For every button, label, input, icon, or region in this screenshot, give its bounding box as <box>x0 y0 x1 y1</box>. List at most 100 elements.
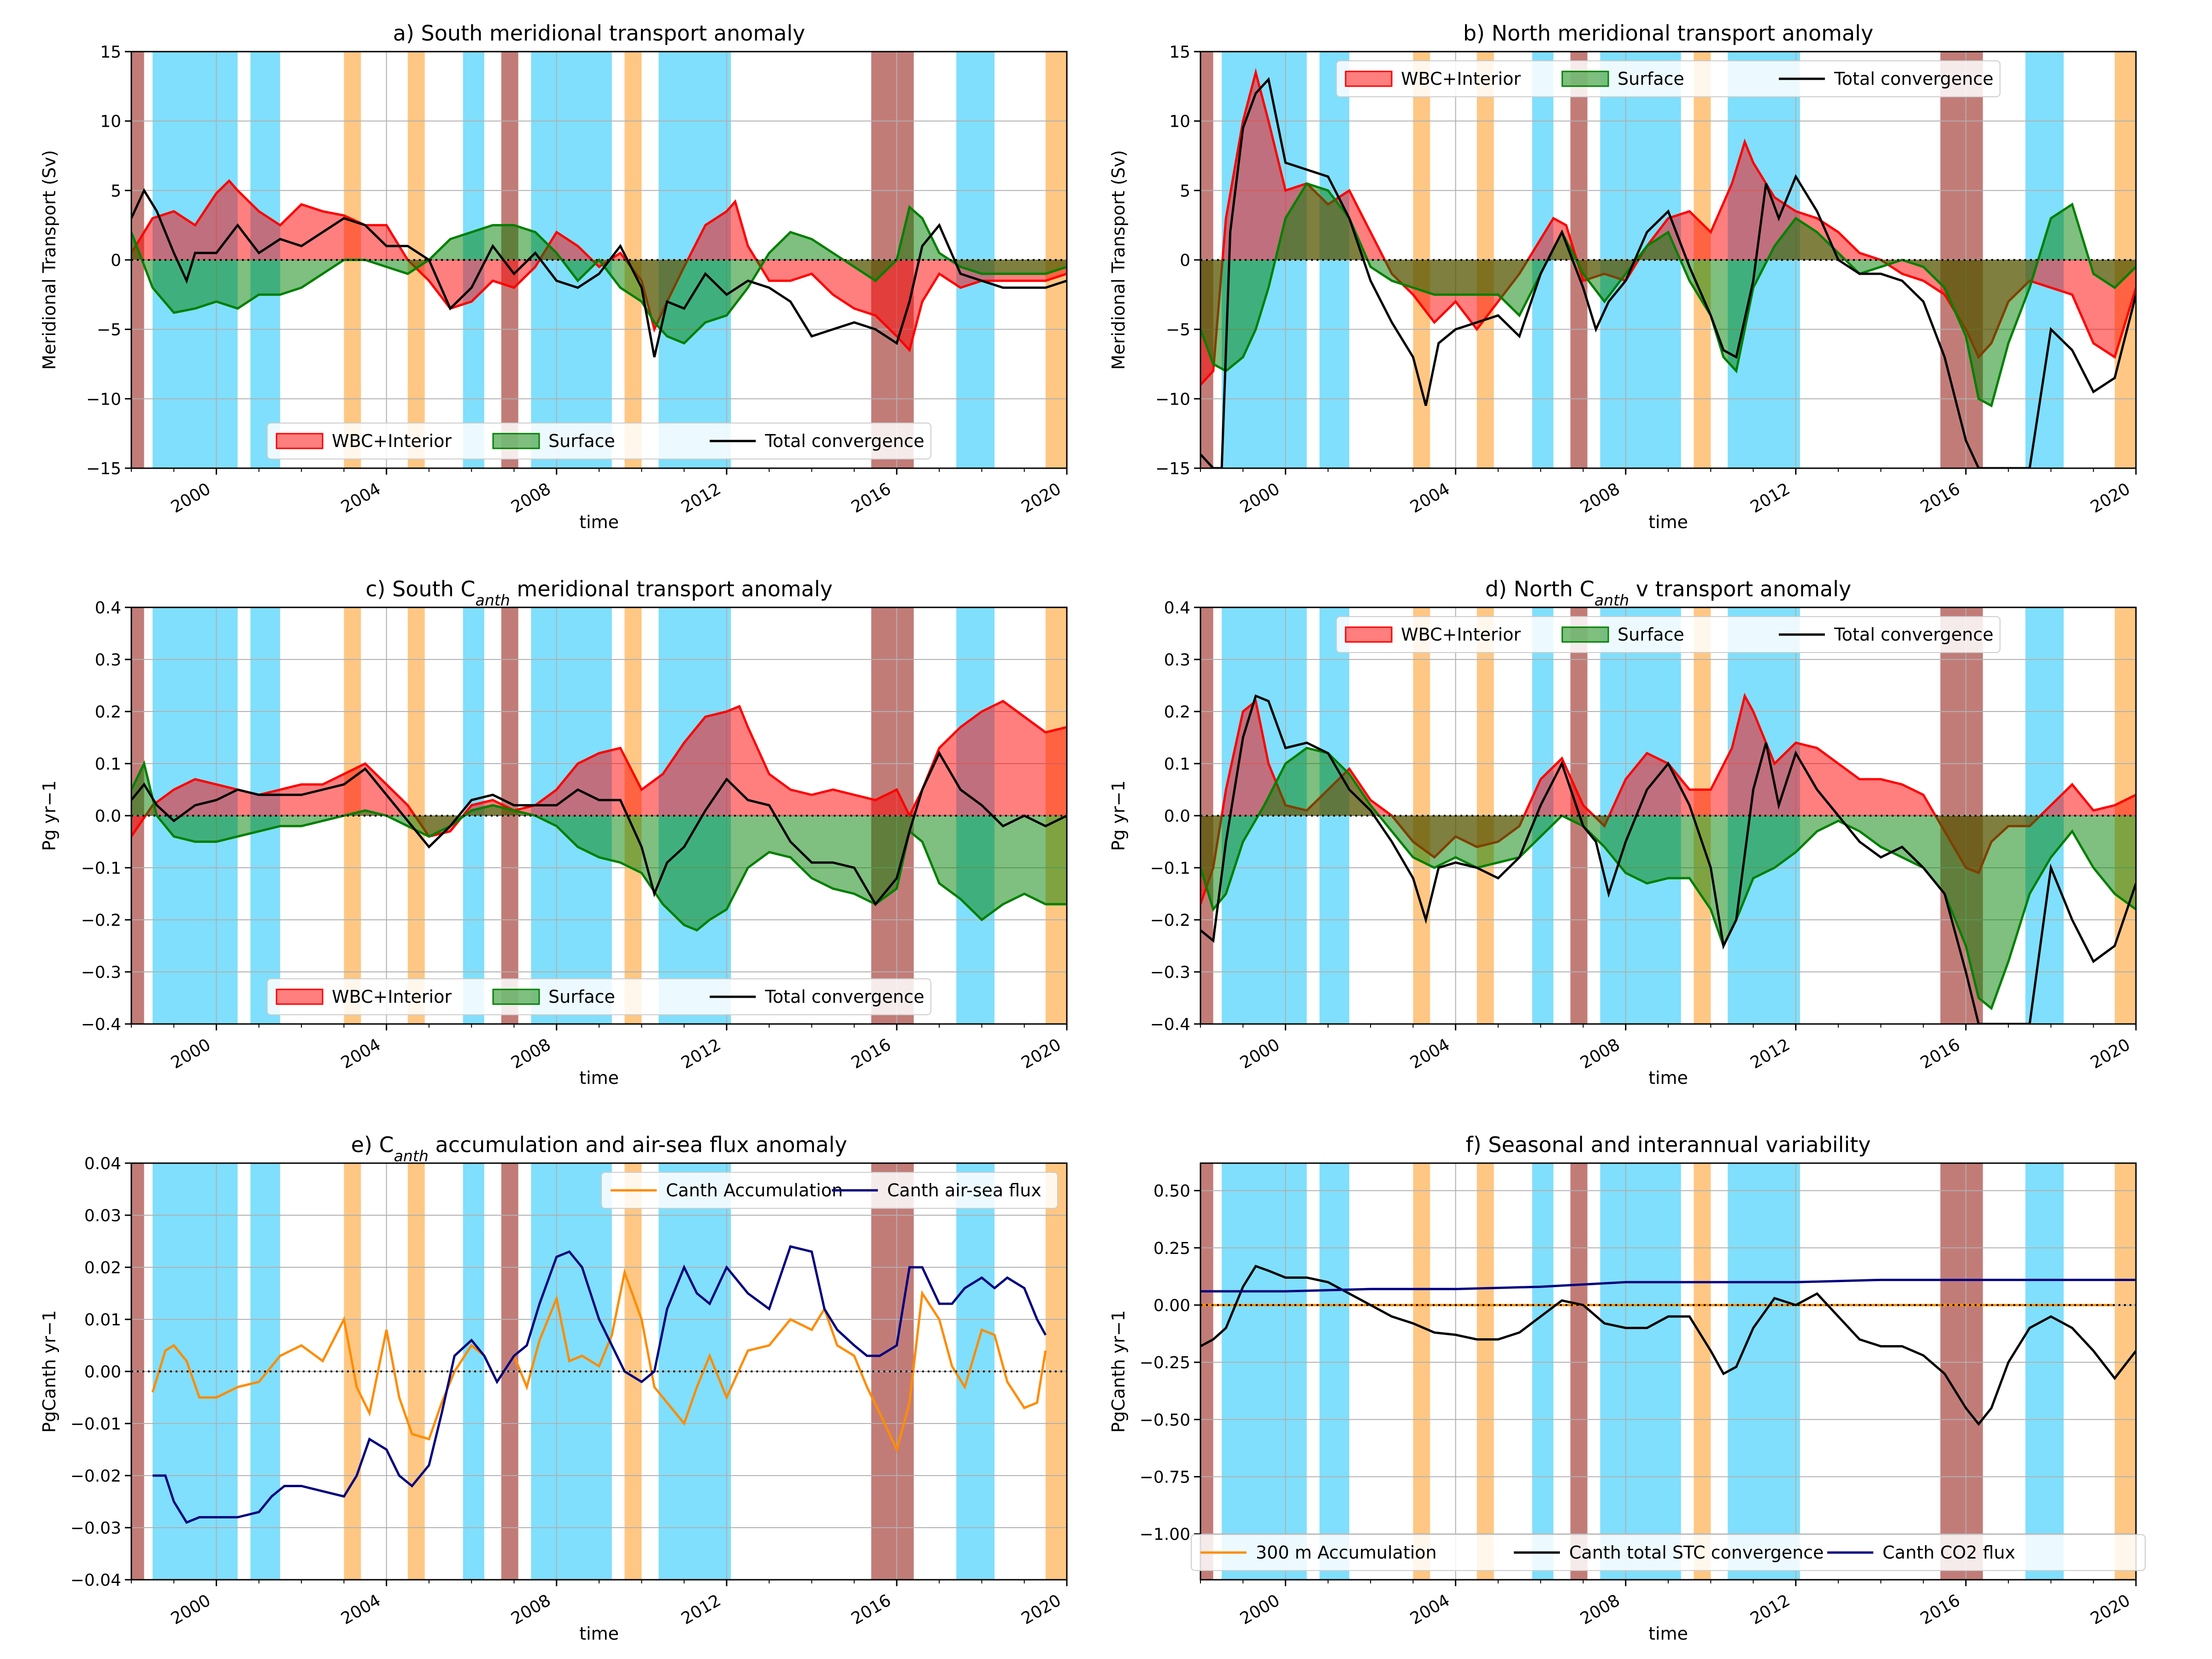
x-tick-label: 2016 <box>848 1591 894 1628</box>
x-tick-label: 2004 <box>1407 1591 1453 1628</box>
x-tick-label: 2012 <box>678 1035 724 1072</box>
series-fill-wbc-interior <box>131 701 1067 837</box>
panel-title: a) South meridional transport anomaly <box>393 21 805 46</box>
x-tick-label: 2020 <box>1018 1035 1065 1072</box>
y-tick-label: −10 <box>1155 390 1190 409</box>
x-axis-label: time <box>579 1624 619 1644</box>
enso-band-la-nina <box>2025 1163 2064 1580</box>
x-tick-label: 2012 <box>1747 1591 1793 1628</box>
series-line-canth-co2-flux <box>1200 1278 2136 1293</box>
legend-label: Canth air-sea flux <box>887 1180 1041 1200</box>
legend-label: Surface <box>548 987 615 1007</box>
y-tick-label: −0.3 <box>1150 963 1190 982</box>
legend-label: WBC+Interior <box>332 987 452 1007</box>
x-tick-label: 2000 <box>168 1591 214 1628</box>
y-tick-label: −5 <box>1166 321 1190 340</box>
legend-label: WBC+Interior <box>1401 69 1521 89</box>
enso-band-el-nino-strong <box>1940 1163 1983 1580</box>
legend-box <box>1336 60 2000 97</box>
enso-band-la-nina <box>1319 1163 1349 1580</box>
x-tick-label: 2012 <box>678 1591 724 1628</box>
enso-band-el-nino-strong <box>1200 1163 1213 1580</box>
legend-label: Total convergence <box>765 987 924 1007</box>
y-tick-label: 0 <box>1180 251 1190 270</box>
plot-area <box>1200 1163 2136 1580</box>
legend-swatch <box>1561 626 1609 643</box>
plot-area <box>1200 52 2136 468</box>
x-tick-label: 2016 <box>1918 1035 1964 1072</box>
legend-box <box>1336 616 2000 653</box>
legend: WBC+Interior Surface Total convergence <box>267 978 931 1015</box>
enso-band-el-nino-weak <box>1413 1163 1430 1580</box>
y-tick-label: 0.0 <box>1164 807 1190 826</box>
legend-label: 300 m Accumulation <box>1256 1542 1437 1563</box>
y-tick-label: 0.4 <box>95 599 121 618</box>
x-axis-label: time <box>579 512 619 532</box>
panel-title: b) North meridional transport anomaly <box>1463 21 1873 46</box>
x-axis-label: time <box>1648 1624 1688 1644</box>
y-axis-label: PgCanth yr−1 <box>1108 1310 1129 1433</box>
panel-title: c) South Canth meridional transport anom… <box>365 577 833 609</box>
legend-label: Surface <box>1618 624 1684 645</box>
x-tick-label: 2000 <box>168 479 214 517</box>
y-tick-label: 0.3 <box>95 651 121 670</box>
plot-area <box>131 52 1067 468</box>
y-tick-label: −0.50 <box>1140 1411 1190 1430</box>
x-tick-label: 2016 <box>1918 479 1964 517</box>
panel-title: d) North Canth v transport anomaly <box>1485 577 1852 609</box>
x-tick-label: 2020 <box>2088 1035 2134 1072</box>
y-tick-label: −1.00 <box>1140 1525 1190 1544</box>
x-tick-label: 2020 <box>1018 1591 1065 1628</box>
panel-title: f) Seasonal and interannual variability <box>1466 1132 1871 1157</box>
legend: 300 m Accumulation Canth total STC conver… <box>1191 1534 2146 1571</box>
series-line-total-convergence <box>131 188 1067 358</box>
y-tick-label: −15 <box>1155 459 1190 478</box>
y-tick-label: −5 <box>97 321 121 340</box>
x-tick-label: 2008 <box>508 1591 554 1628</box>
legend-box <box>1191 1534 2146 1571</box>
x-tick-label: 2004 <box>338 479 384 517</box>
series-line-total-convergence <box>1200 694 2136 1024</box>
y-tick-label: 10 <box>1169 112 1190 131</box>
enso-band-la-nina <box>1728 1163 1800 1580</box>
legend-swatch <box>1561 71 1609 87</box>
y-axis-label: Meridional Transport (Sv) <box>39 150 59 370</box>
series-edge-wbc-interior <box>131 700 1067 838</box>
series-line-canth-total-stc-convergence <box>1200 1265 2136 1426</box>
y-tick-label: 0 <box>111 251 121 270</box>
legend: WBC+Interior Surface Total convergence <box>1336 60 2000 97</box>
y-tick-label: 0.01 <box>84 1311 121 1330</box>
y-tick-label: 0.2 <box>1164 703 1190 722</box>
x-tick-label: 2004 <box>1407 479 1453 517</box>
x-tick-label: 2004 <box>1407 1035 1453 1072</box>
legend-label: Total convergence <box>765 431 924 451</box>
panel-b: −15 −10 −5 0 5 10 15 2000 2004 2008 2012 2016 2020 ti… <box>1108 21 2137 532</box>
x-tick-label: 2000 <box>1237 479 1283 517</box>
x-tick-label: 2004 <box>338 1035 384 1072</box>
plot-area <box>1200 607 2136 1024</box>
series-edge-surface <box>1200 182 2136 408</box>
x-tick-label: 2000 <box>1237 1591 1283 1628</box>
y-tick-label: −0.01 <box>71 1415 121 1434</box>
legend-label: Canth CO2 flux <box>1883 1542 2015 1563</box>
panel-e: −0.04 −0.03 −0.02 −0.01 0.00 0.01 0.02 0.03 0.04… <box>39 1132 1068 1644</box>
y-tick-label: 15 <box>1169 43 1190 62</box>
legend: Canth Accumulation Canth air-sea flux <box>601 1172 1058 1209</box>
y-tick-label: 0.0 <box>95 807 121 826</box>
x-axis-label: time <box>579 1068 619 1088</box>
y-tick-label: −0.03 <box>71 1519 121 1538</box>
series-line-total-convergence <box>131 751 1067 906</box>
y-tick-label: 5 <box>111 182 121 200</box>
x-tick-label: 2000 <box>1237 1035 1283 1072</box>
panel-a: −15 −10 −5 0 5 10 15 2000 2004 2008 2012 2016 2020 ti… <box>39 21 1068 532</box>
y-tick-label: −15 <box>86 459 121 478</box>
series-fill-wbc-interior <box>1200 72 2136 385</box>
series-line-canth-accumulation <box>151 1268 1047 1453</box>
y-tick-label: 0.2 <box>95 703 121 722</box>
y-tick-label: −0.4 <box>81 1015 121 1034</box>
x-tick-label: 2016 <box>848 479 894 517</box>
legend-swatch <box>1345 626 1393 643</box>
legend-box <box>267 423 931 459</box>
x-tick-label: 2016 <box>848 1035 894 1072</box>
